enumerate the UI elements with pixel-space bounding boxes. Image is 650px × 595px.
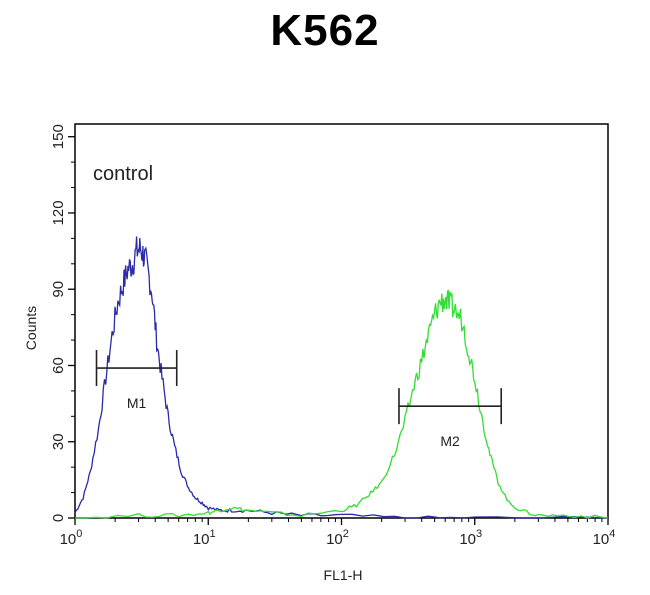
marker-group: M1 M2 xyxy=(95,350,503,449)
x-axis: 100 101 102 103 104 xyxy=(60,518,616,548)
y-axis: 0 30 60 90 120 150 xyxy=(50,124,75,522)
marker-label: M1 xyxy=(127,395,147,411)
marker-label: M2 xyxy=(440,433,460,449)
y-tick-label: 150 xyxy=(50,124,67,149)
y-tick-label: 60 xyxy=(50,357,67,374)
y-tick-label: 30 xyxy=(50,433,67,450)
x-tick-label: 102 xyxy=(326,528,349,548)
series-line-0 xyxy=(74,236,609,519)
x-tick-label: 103 xyxy=(459,528,482,548)
control-annotation: control xyxy=(93,163,153,185)
y-tick-label: 0 xyxy=(50,514,67,522)
x-tick-label: 101 xyxy=(193,528,216,548)
chart-title: K562 xyxy=(270,6,380,55)
series-group xyxy=(74,236,609,519)
y-tick-label: 120 xyxy=(50,200,67,225)
x-tick-label: 100 xyxy=(60,528,83,548)
x-axis-label: FL1-H xyxy=(324,567,363,583)
series-line-1 xyxy=(74,289,609,519)
y-axis-label: Counts xyxy=(23,306,39,350)
y-tick-label: 90 xyxy=(50,281,67,298)
x-tick-label: 104 xyxy=(593,528,616,548)
plot-area xyxy=(74,123,609,519)
